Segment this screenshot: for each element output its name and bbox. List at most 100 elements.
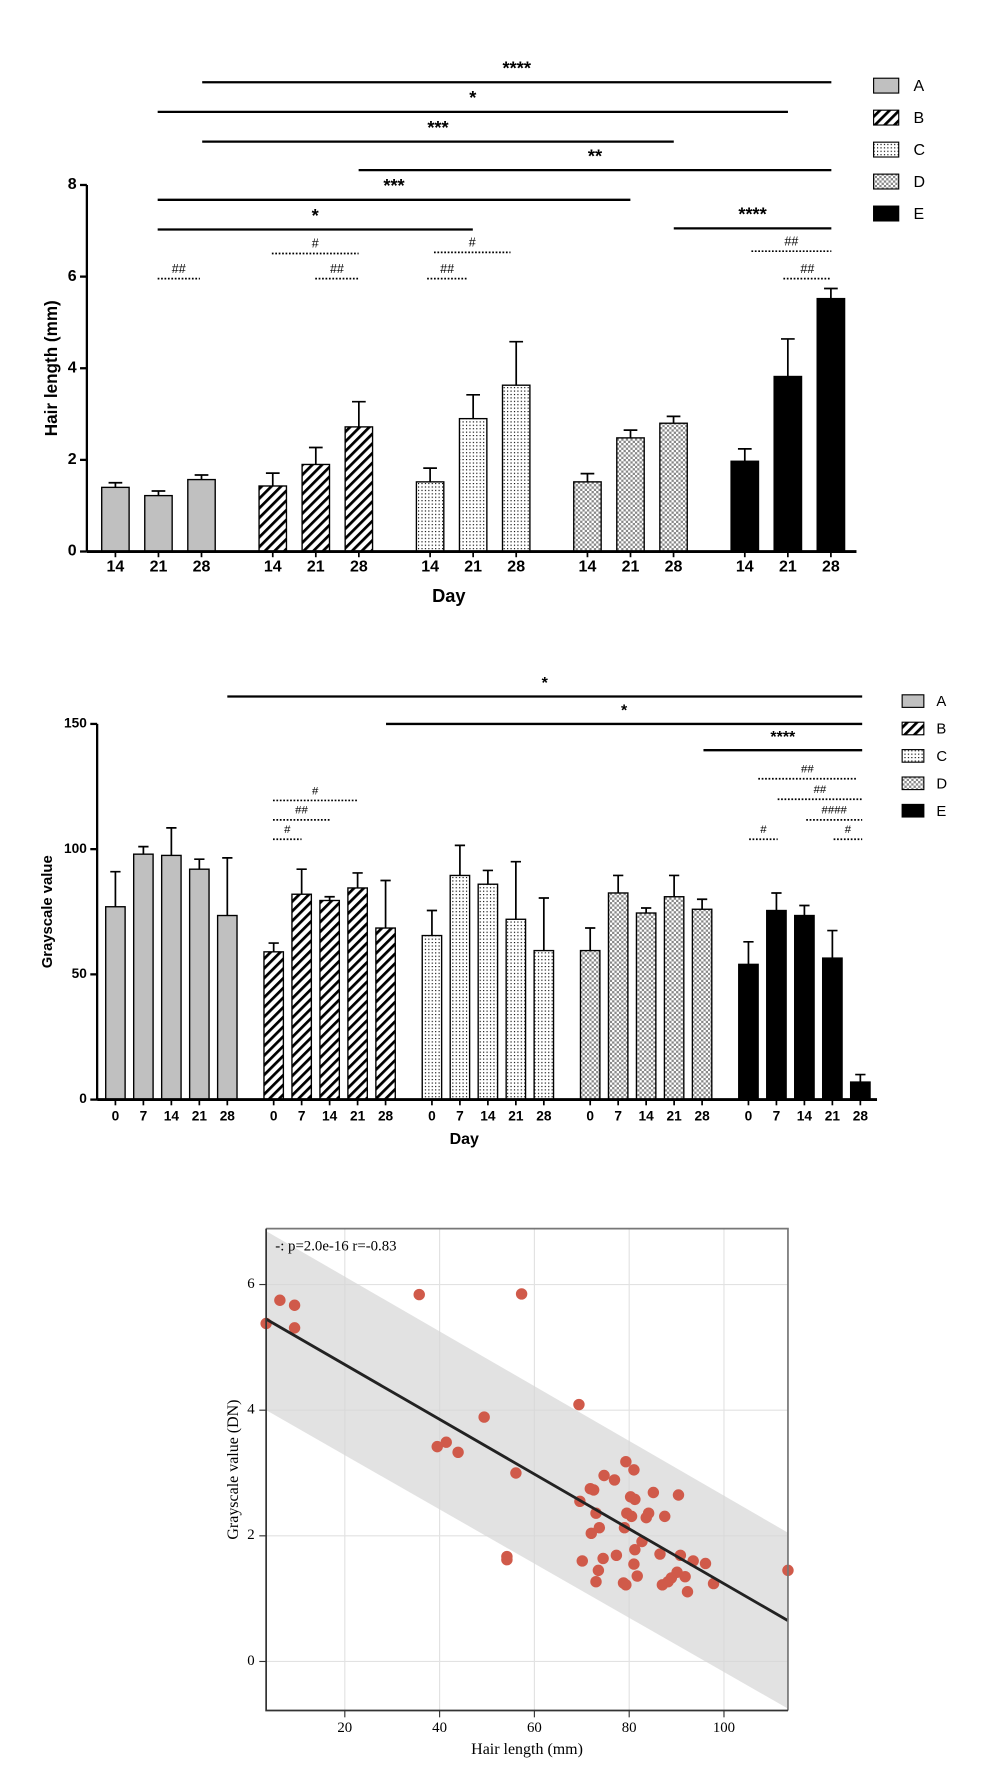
x-axis-title: Day — [432, 585, 466, 606]
significance-label: # — [312, 785, 319, 797]
bar — [344, 426, 374, 553]
bar — [347, 887, 368, 1101]
bar — [821, 957, 843, 1101]
x-tick-label: 14 — [639, 1108, 655, 1123]
x-tick-label: 28 — [665, 559, 683, 576]
x-axis-title: Day — [450, 1131, 479, 1148]
y-tick-label: 50 — [72, 966, 88, 981]
bar — [738, 963, 759, 1101]
bar — [160, 854, 182, 1101]
x-tick-label: 100 — [713, 1720, 735, 1736]
bar — [773, 375, 803, 553]
x-tick-label: 7 — [298, 1108, 306, 1123]
bar — [501, 384, 531, 553]
y-tick-label: 0 — [79, 1091, 87, 1106]
x-tick-label: 28 — [378, 1108, 394, 1123]
x-tick-label: 7 — [773, 1108, 781, 1123]
point — [598, 1469, 610, 1482]
bar — [449, 874, 471, 1101]
legend-swatch — [873, 141, 900, 158]
x-tick-label: 60 — [527, 1720, 542, 1736]
point — [593, 1521, 606, 1534]
bar — [105, 906, 126, 1101]
significance-label: #### — [822, 805, 848, 817]
error-bar — [482, 869, 494, 885]
point — [288, 1322, 301, 1334]
point — [452, 1446, 464, 1458]
error-bar — [380, 879, 391, 929]
x-tick-label: 0 — [112, 1108, 120, 1123]
significance-label: ** — [588, 145, 603, 166]
bar — [505, 918, 527, 1101]
legend-label: D — [936, 776, 947, 792]
x-tick-label: 14 — [322, 1108, 338, 1123]
y-tick-label: 8 — [68, 176, 77, 193]
significance-label: * — [621, 703, 628, 720]
significance-label: ## — [440, 262, 454, 276]
x-axis-title: Hair length (mm) — [471, 1741, 583, 1758]
x-tick-label: 7 — [456, 1108, 464, 1123]
significance-label: # — [760, 824, 767, 836]
error-bar — [265, 472, 280, 486]
annotation: -: p=2.0e-16 r=-0.83 — [275, 1238, 396, 1254]
point — [620, 1579, 632, 1591]
error-bar — [454, 844, 466, 876]
legend-swatch — [873, 77, 900, 94]
legend-swatch — [901, 694, 925, 708]
error-bar — [151, 490, 166, 496]
y-tick-label: 150 — [64, 716, 87, 731]
significance-label: # — [284, 824, 291, 836]
frame — [266, 1227, 789, 1711]
error-bar — [743, 940, 754, 965]
error-bar — [308, 446, 323, 465]
point — [585, 1527, 597, 1540]
point — [274, 1294, 286, 1306]
significance-label: ## — [295, 805, 308, 817]
error-bar — [580, 472, 595, 482]
significance-label: ## — [330, 262, 344, 276]
point — [629, 1543, 641, 1556]
significance-label: *** — [427, 117, 449, 138]
error-bar — [352, 400, 366, 427]
bar — [573, 481, 602, 553]
error-bar — [824, 287, 838, 299]
error-bar — [613, 874, 624, 893]
bar — [263, 951, 285, 1101]
error-bar — [222, 857, 233, 916]
significance-label: # — [312, 237, 319, 251]
legend-label: D — [914, 174, 926, 191]
point — [662, 1575, 674, 1588]
point — [681, 1586, 694, 1598]
error-bar — [423, 467, 437, 482]
legend-label: B — [936, 722, 946, 738]
x-tick-label: 40 — [432, 1720, 447, 1736]
x-tick-label: 21 — [464, 559, 482, 576]
error-bar — [696, 898, 708, 910]
bar — [607, 892, 629, 1101]
x-tick-label: 14 — [107, 559, 125, 576]
point — [515, 1288, 528, 1300]
error-bar — [771, 892, 782, 911]
bar — [187, 478, 216, 553]
bar — [132, 853, 154, 1101]
error-bar — [780, 338, 795, 377]
error-bar — [799, 904, 810, 916]
x-tick-label: 28 — [350, 559, 368, 576]
point — [608, 1474, 621, 1486]
y-tick-label: 2 — [68, 451, 77, 468]
error-bar — [108, 481, 123, 488]
point — [478, 1411, 490, 1423]
y-axis-title: Grayscale value (DN) — [225, 1399, 242, 1539]
x-tick-label: 28 — [694, 1108, 710, 1123]
point — [631, 1570, 643, 1582]
y-axis-title: Grayscale value — [40, 855, 56, 968]
error-bar — [466, 393, 481, 419]
point — [647, 1486, 660, 1499]
significance-label: **** — [503, 57, 532, 78]
error-bar — [268, 942, 279, 952]
error-bar — [194, 858, 205, 870]
x-tick-label: 7 — [614, 1108, 622, 1123]
point — [659, 1510, 671, 1523]
x-tick-label: 0 — [745, 1108, 753, 1123]
x-tick-label: 14 — [480, 1108, 496, 1123]
